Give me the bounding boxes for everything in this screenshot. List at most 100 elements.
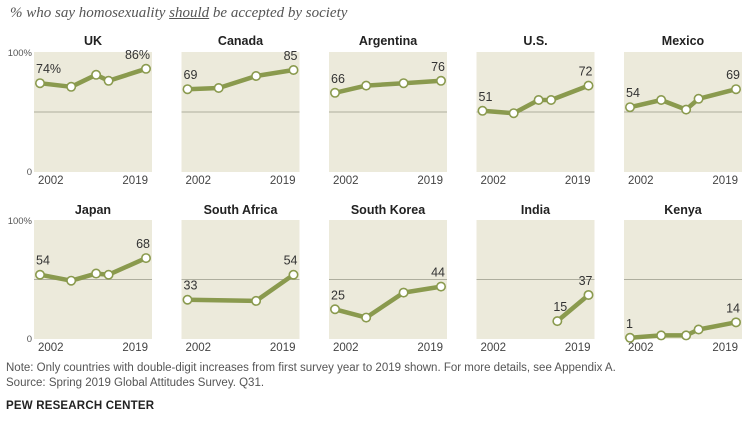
data-point [693,324,704,335]
panel-title: Japan [75,203,111,217]
data-label-first: 54 [36,254,50,268]
panel-canada: Canada 2002 2019 69 85 [181,34,300,187]
x-tick-label-start: 2002 [186,175,212,187]
data-point [34,78,45,89]
panel-title: Kenya [664,203,703,217]
data-point [91,69,102,80]
x-tick-label-start: 2002 [628,342,654,354]
y-axis-label-bottom: 0 [27,334,32,345]
data-label-first: 66 [331,72,345,86]
data-point [361,312,372,323]
data-label-last: 85 [284,49,298,63]
data-point [533,95,544,106]
x-tick-label-start: 2002 [38,342,64,354]
title-after: be accepted by society [209,5,348,21]
data-label-first: 51 [479,90,493,104]
series-line [332,284,444,320]
data-point [477,105,488,116]
chart-source: Source: Spring 2019 Global Attitudes Sur… [6,377,265,389]
small-multiples-chart: UK 100% 0 2002 2019 74% 86% Canada 2002 2019 69 85 A… [8,34,742,354]
data-label-first: 25 [331,288,345,302]
data-label-last: 72 [579,65,593,79]
data-label-first: 69 [184,68,198,82]
data-point [398,287,409,298]
x-tick-label-end: 2019 [712,342,738,354]
data-label-last: 44 [431,266,445,280]
y-axis-label-top: 100% [8,48,33,59]
data-label-last: 37 [579,274,593,288]
series-line [555,292,591,324]
x-tick-label-start: 2002 [481,342,507,354]
x-tick-label-end: 2019 [270,342,296,354]
panel-title: Argentina [359,34,418,48]
y-axis-label-bottom: 0 [27,167,32,178]
chart-title: % who say homosexuality should be accept… [10,5,347,22]
data-point [66,81,77,92]
data-point [103,269,114,280]
panel-title: South Korea [351,203,426,217]
x-tick-label-end: 2019 [122,175,148,187]
data-point [624,332,635,343]
data-point [288,269,299,280]
data-point [182,294,193,305]
x-tick-label-end: 2019 [712,175,738,187]
data-point [730,84,741,95]
data-point [546,95,557,106]
data-label-first: 54 [626,86,640,100]
x-tick-label-start: 2002 [38,175,64,187]
data-point [656,95,667,106]
y-axis-label-top: 100% [8,216,33,227]
panel-title: India [521,203,551,217]
panel-kenya: Kenya 2002 2019 1 14 [624,203,742,354]
x-tick-label-end: 2019 [565,175,591,187]
panel-japan: Japan 100% 0 2002 2019 54 68 [8,203,152,354]
data-point [103,75,114,86]
data-point [66,275,77,286]
data-label-last: 69 [726,68,740,82]
x-tick-label-start: 2002 [186,342,212,354]
data-point [91,268,102,279]
data-point [656,330,667,341]
data-point [508,108,519,119]
data-point [681,330,692,341]
data-point [730,317,741,328]
panel-india: India 2002 2019 15 37 [476,203,595,354]
data-point [552,316,563,327]
data-label-first: 1 [626,317,633,331]
data-point [213,83,224,94]
data-label-first: 15 [553,300,567,314]
panel-title: South Africa [204,203,279,217]
data-point [693,93,704,104]
data-point [141,63,152,74]
data-point [681,104,692,115]
data-point [251,295,262,306]
data-point [182,84,193,95]
data-point [435,75,446,86]
x-tick-label-start: 2002 [481,175,507,187]
x-tick-label-start: 2002 [333,175,359,187]
panel-mexico: Mexico 2002 2019 54 69 [624,34,742,187]
data-label-first: 33 [184,279,198,293]
x-tick-label-start: 2002 [628,175,654,187]
panel-title: UK [84,34,102,48]
panel-uk: UK 100% 0 2002 2019 74% 86% [8,34,152,187]
data-point [435,281,446,292]
data-point [288,65,299,76]
data-point [624,102,635,113]
data-label-last: 54 [284,254,298,268]
data-point [361,80,372,91]
panel-argentina: Argentina 2002 2019 66 76 [329,34,447,187]
series-line [185,67,296,92]
data-label-last: 68 [136,237,150,251]
chart-note: Note: Only countries with double-digit i… [6,362,616,374]
data-point [329,87,340,98]
x-tick-label-end: 2019 [417,175,443,187]
organization-name: PEW RESEARCH CENTER [6,400,155,412]
x-tick-label-end: 2019 [565,342,591,354]
panel-title: Canada [218,34,264,48]
data-label-last: 86% [125,48,150,62]
series-line [332,78,444,96]
data-point [583,289,594,300]
data-point [251,71,262,82]
data-point [398,78,409,89]
